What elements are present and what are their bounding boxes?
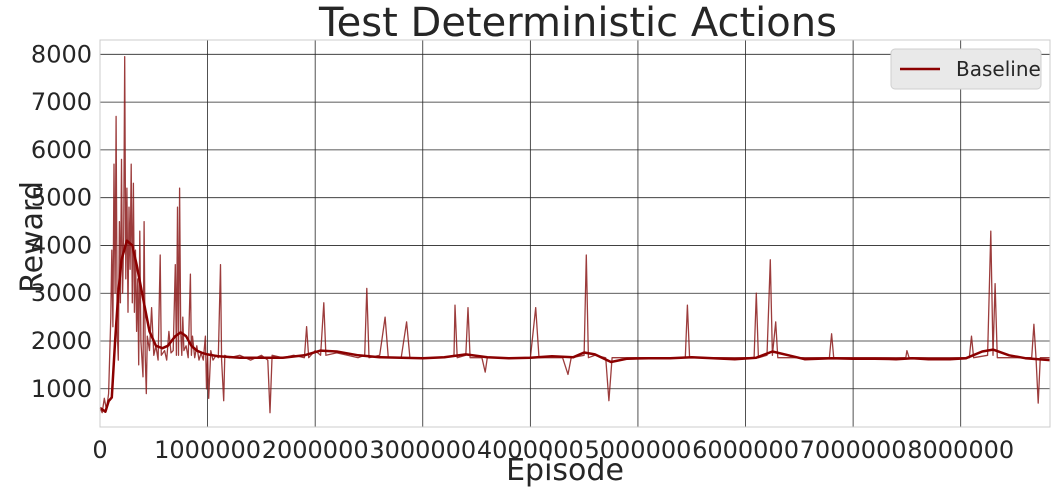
x-tick-label: 4000000	[477, 436, 584, 464]
y-axis-label: Reward	[15, 181, 50, 293]
legend-label-baseline: Baseline	[956, 57, 1041, 81]
x-tick-label: 2000000	[262, 436, 369, 464]
x-tick-label: 3000000	[369, 436, 476, 464]
legend-box	[890, 48, 1042, 90]
y-tick-label: 8000	[31, 40, 92, 68]
chart-title: Test Deterministic Actions	[318, 0, 837, 46]
x-tick-label: 1000000	[154, 436, 261, 464]
x-tick-label: 5000000	[584, 436, 691, 464]
x-tick-label: 6000000	[692, 436, 799, 464]
y-tick-label: 1000	[31, 375, 92, 403]
x-tick-label: 0	[92, 436, 107, 464]
y-tick-label: 3000	[31, 279, 92, 307]
y-tick-label: 4000	[31, 231, 92, 259]
plot-frame	[99, 39, 1051, 428]
series-line-baseline	[99, 239, 1051, 413]
y-tick-label: 7000	[31, 88, 92, 116]
y-tick-label: 5000	[31, 184, 92, 212]
grid-lines	[100, 40, 1050, 427]
x-tick-label: 8000000	[907, 436, 1014, 464]
legend: Baseline	[890, 48, 1042, 90]
x-tick-label: 7000000	[800, 436, 907, 464]
data-series	[99, 56, 1051, 414]
y-tick-label: 2000	[31, 327, 92, 355]
x-axis-label: Episode	[506, 453, 624, 488]
y-tick-label: 6000	[31, 136, 92, 164]
tick-labels: 0 1000000 2000000 3000000 4000000 5000000 6000…	[31, 40, 1014, 464]
